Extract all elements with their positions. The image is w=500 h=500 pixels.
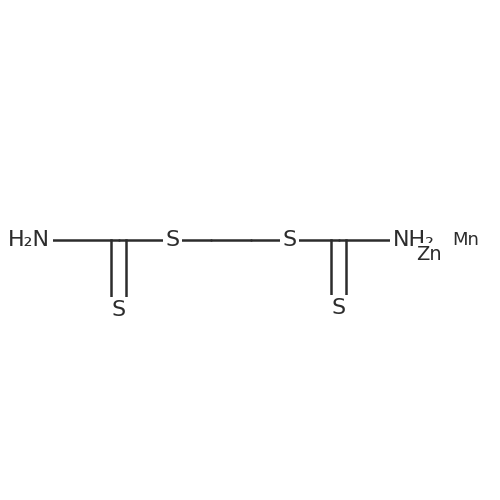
- Text: Mn: Mn: [452, 231, 479, 249]
- Text: S: S: [112, 300, 126, 320]
- Text: S: S: [166, 230, 179, 250]
- Text: Zn: Zn: [416, 246, 442, 264]
- Text: NH₂: NH₂: [392, 230, 434, 250]
- Text: S: S: [282, 230, 297, 250]
- Text: H₂N: H₂N: [8, 230, 50, 250]
- Text: S: S: [332, 298, 345, 318]
